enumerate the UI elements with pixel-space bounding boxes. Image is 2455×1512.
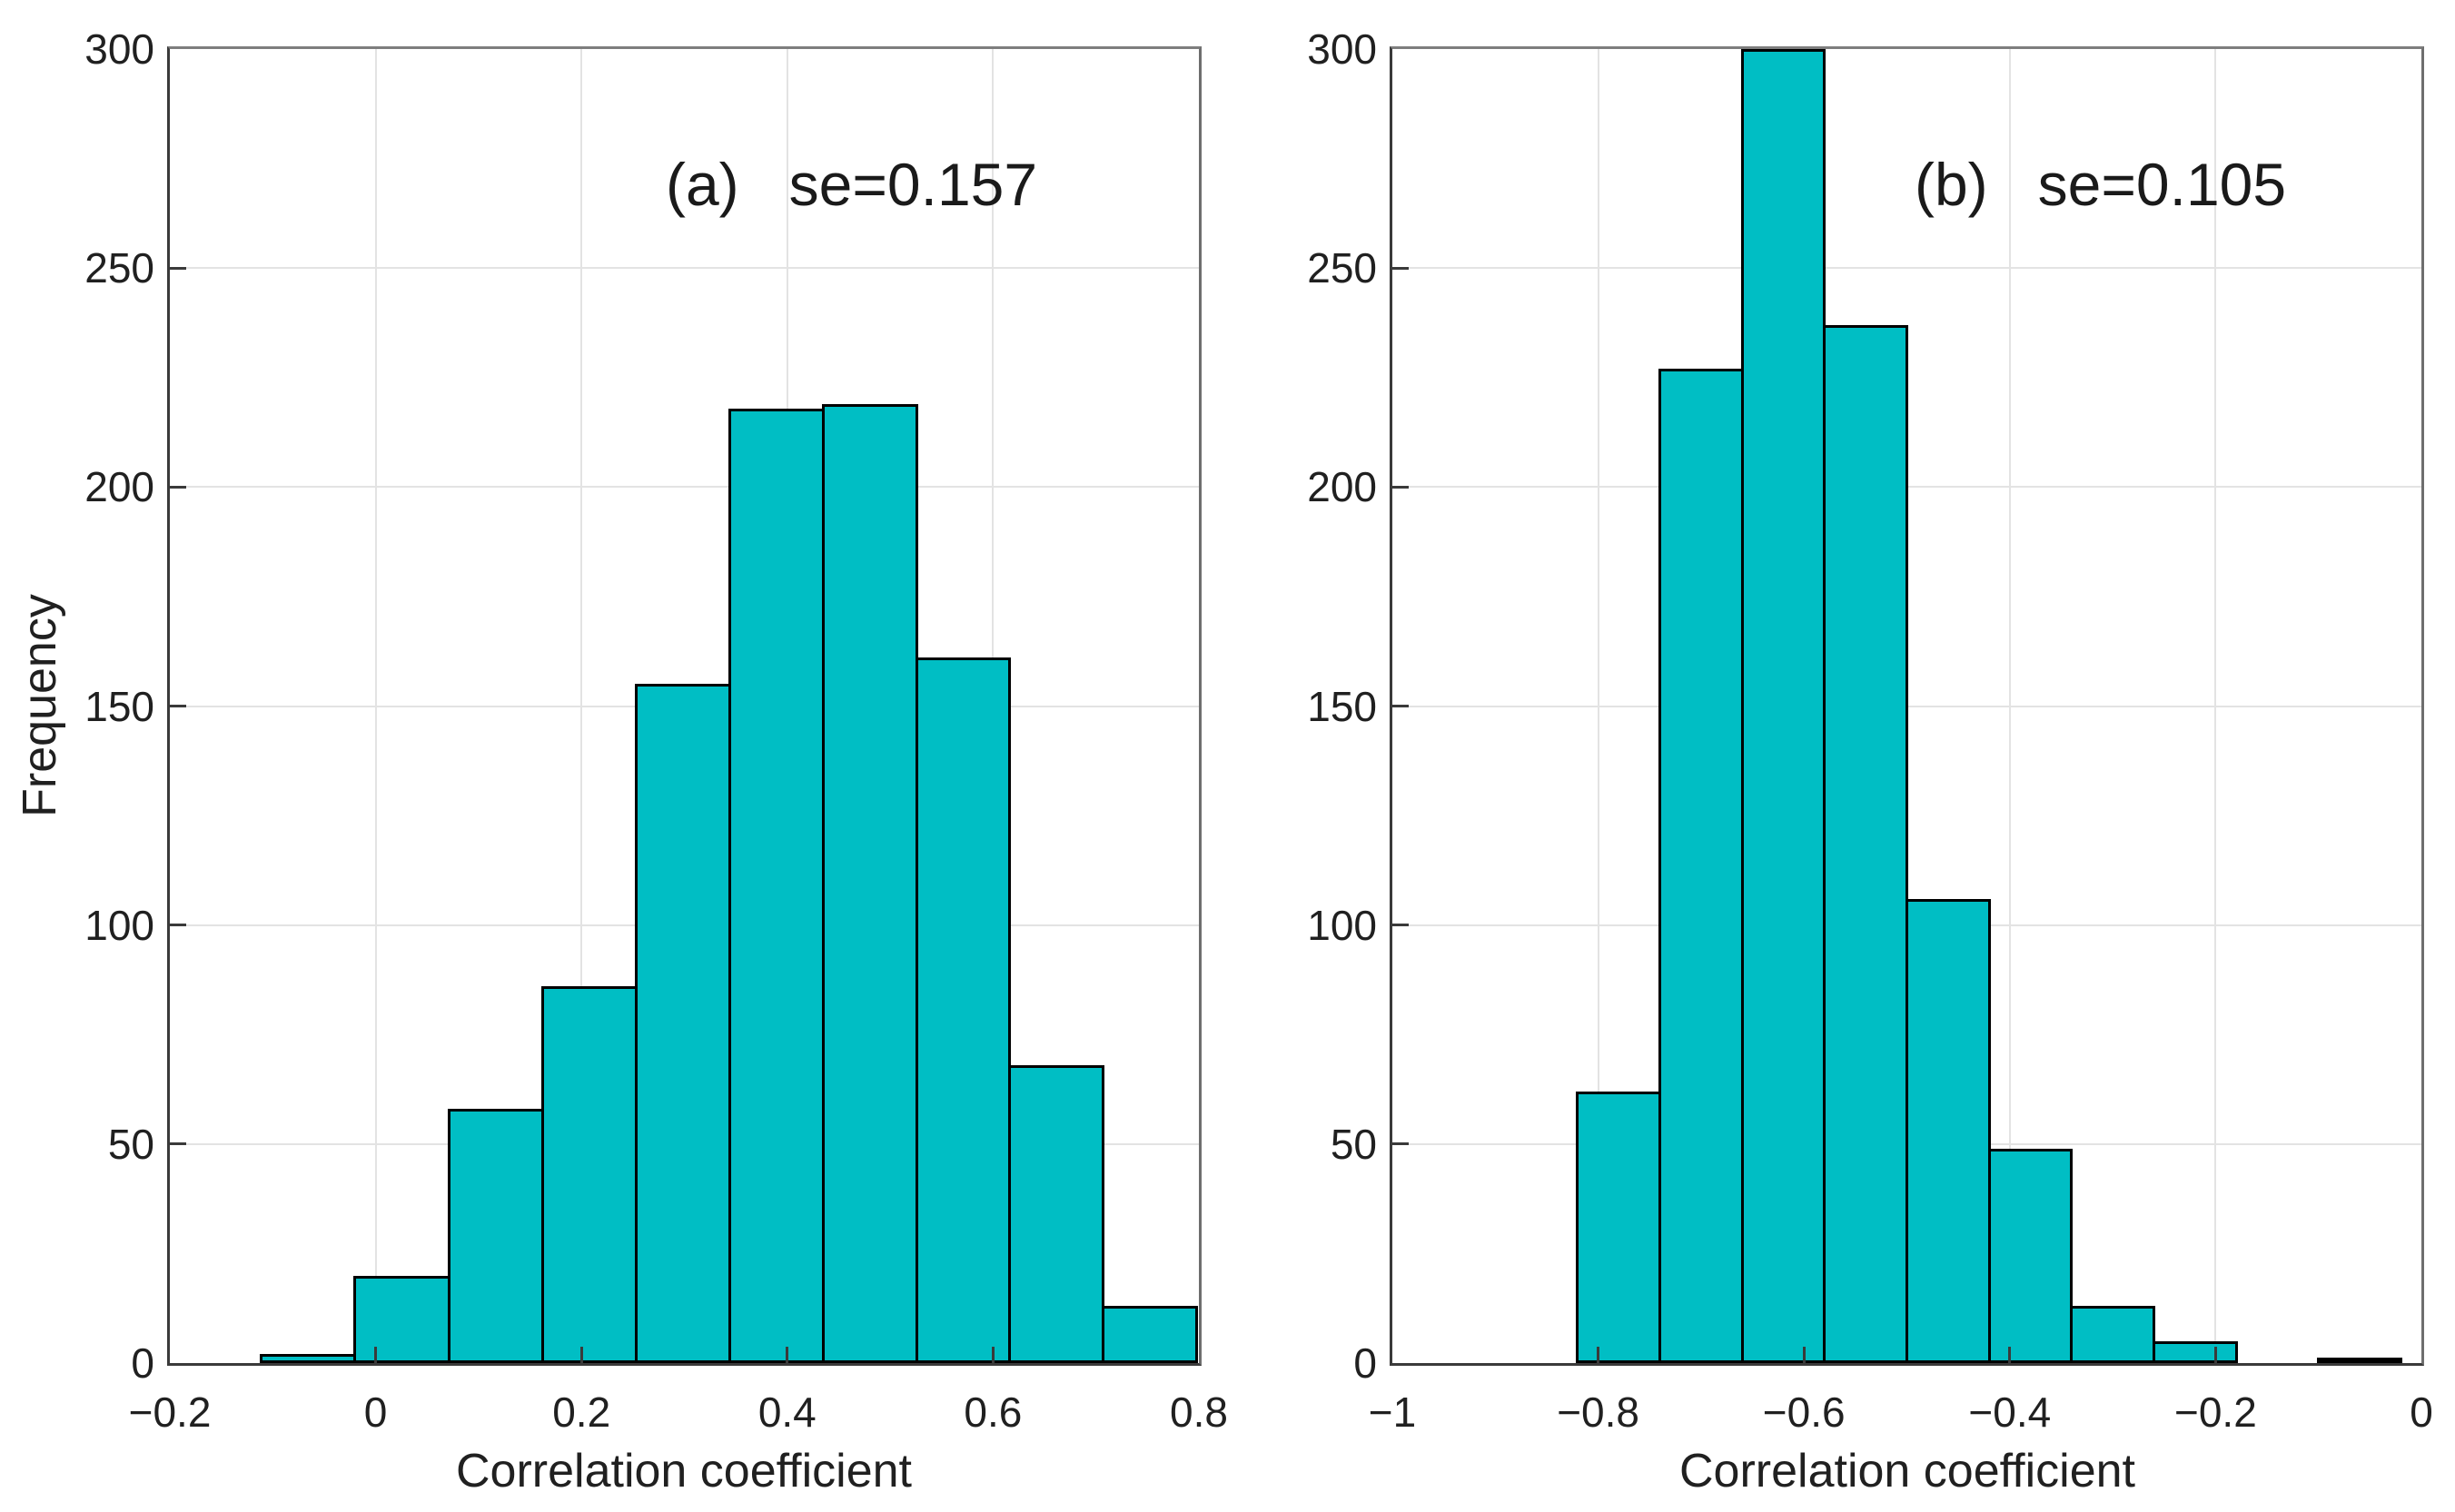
x-tick-label: −0.2 xyxy=(2173,1388,2257,1436)
x-axis-tick xyxy=(991,1347,995,1363)
x-tick-label: −0.4 xyxy=(1968,1388,2052,1436)
y-axis-tick xyxy=(170,266,186,270)
y-axis-tick xyxy=(1392,1142,1409,1146)
y-axis-tick xyxy=(1392,924,1409,927)
histogram-bar xyxy=(1906,898,1991,1363)
panel-annotation-b: (b) se=0.105 xyxy=(1915,151,2286,220)
x-axis-label-a: Correlation coefficient xyxy=(456,1445,912,1497)
y-tick-label: 150 xyxy=(1307,682,1377,730)
histogram-bar xyxy=(1576,1091,1662,1363)
x-tick-label: 0.2 xyxy=(552,1388,611,1436)
x-tick-label: −0.6 xyxy=(1762,1388,1846,1436)
histogram-bar xyxy=(2070,1306,2155,1363)
y-tick-label: 50 xyxy=(107,1120,154,1168)
y-axis-tick xyxy=(1392,485,1409,489)
gridline-horizontal xyxy=(170,486,1199,489)
x-axis-tick xyxy=(1597,1347,1600,1363)
x-axis-tick xyxy=(786,1347,789,1363)
x-tick-label: 0.4 xyxy=(757,1388,817,1436)
x-tick-label: 0 xyxy=(363,1388,388,1436)
se-value-b: se=0.105 xyxy=(2037,151,2287,218)
panel-tag-a: (a) xyxy=(666,151,739,218)
x-tick-label: −0.8 xyxy=(1557,1388,1639,1436)
y-tick-label: 250 xyxy=(84,244,154,292)
histogram-bar xyxy=(916,657,1012,1363)
y-tick-label: 0 xyxy=(1353,1339,1377,1387)
x-axis-tick xyxy=(1802,1347,1806,1363)
y-tick-label: 300 xyxy=(1307,25,1377,73)
histogram-bar xyxy=(728,408,825,1363)
histogram-bar xyxy=(821,403,919,1363)
y-axis-tick xyxy=(170,485,186,489)
histogram-bar xyxy=(2152,1340,2238,1363)
y-tick-label: 100 xyxy=(1307,901,1377,949)
x-axis-tick xyxy=(579,1347,583,1363)
y-axis-tick xyxy=(170,924,186,927)
histogram-bar xyxy=(1102,1306,1199,1363)
y-axis-tick xyxy=(170,1142,186,1146)
y-axis-tick xyxy=(170,705,186,707)
histogram-bar xyxy=(2317,1358,2402,1363)
x-axis-label-b: Correlation coefficient xyxy=(1679,1445,2135,1497)
x-tick-label: 0.8 xyxy=(1170,1388,1228,1436)
histogram-bar xyxy=(1008,1065,1105,1363)
histogram-bar xyxy=(447,1109,544,1363)
y-axis-tick xyxy=(1392,705,1409,707)
x-tick-label: 0.6 xyxy=(964,1388,1023,1436)
histogram-bar xyxy=(634,684,731,1363)
y-tick-label: 200 xyxy=(84,463,154,511)
plot-area-b: (b) se=0.105 xyxy=(1390,46,2424,1366)
plot-area-a: (a) se=0.157 xyxy=(167,46,1202,1366)
se-value-a: se=0.157 xyxy=(788,151,1038,218)
y-tick-label: 50 xyxy=(1330,1120,1377,1168)
y-tick-label: 200 xyxy=(1307,463,1377,511)
y-tick-label: 150 xyxy=(84,682,154,730)
y-axis-tick xyxy=(1392,266,1409,270)
x-tick-label: 0 xyxy=(2410,1388,2433,1436)
panel-tag-b: (b) xyxy=(1915,151,1988,218)
x-tick-label: −0.2 xyxy=(128,1388,212,1436)
panel-annotation-a: (a) se=0.157 xyxy=(666,151,1037,220)
y-tick-label: 100 xyxy=(84,901,154,949)
x-axis-tick xyxy=(2008,1347,2012,1363)
histogram-bar xyxy=(353,1275,450,1363)
histogram-bar xyxy=(260,1354,357,1363)
x-tick-label: −1 xyxy=(1368,1388,1417,1436)
y-tick-label: 250 xyxy=(1307,244,1377,292)
histogram-bar xyxy=(1740,49,1826,1363)
histogram-bar xyxy=(1823,324,1908,1363)
histogram-bar xyxy=(1987,1148,2074,1363)
y-tick-label: 300 xyxy=(84,25,154,73)
x-axis-tick xyxy=(374,1347,378,1363)
histogram-bar xyxy=(540,986,638,1363)
gridline-horizontal xyxy=(1392,267,2421,270)
gridline-horizontal xyxy=(170,267,1199,270)
histogram-bar xyxy=(1658,369,1744,1363)
x-axis-tick xyxy=(2213,1347,2217,1363)
y-tick-label: 0 xyxy=(131,1339,154,1387)
